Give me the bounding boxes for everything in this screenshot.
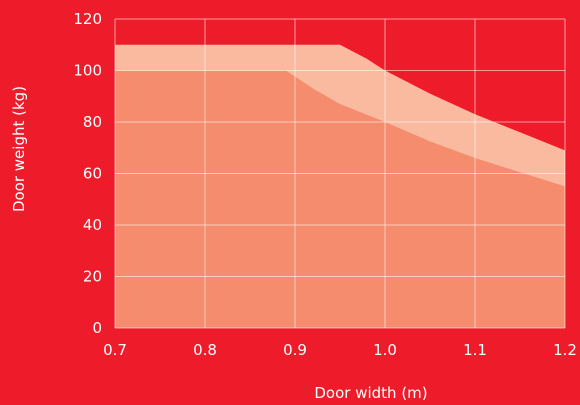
x-tick-label: 0.9: [283, 341, 307, 359]
x-axis-ticks: 0.7 0.8 0.9 1.0 1.1 1.2: [103, 341, 577, 359]
x-tick-label: 1.1: [463, 341, 487, 359]
y-axis-ticks: 0 20 40 60 80 100 120: [73, 10, 102, 337]
y-axis-title: Door weight (kg): [10, 86, 28, 212]
x-tick-label: 1.0: [373, 341, 397, 359]
y-tick-label: 100: [73, 62, 102, 80]
x-tick-label: 0.8: [193, 341, 217, 359]
y-tick-label: 120: [73, 10, 102, 28]
y-tick-label: 80: [83, 113, 102, 131]
x-axis-title: Door width (m): [314, 384, 427, 402]
x-tick-label: 0.7: [103, 341, 127, 359]
y-tick-label: 0: [92, 319, 102, 337]
y-tick-label: 20: [83, 268, 102, 286]
area-series-2: [115, 70, 565, 328]
y-tick-label: 60: [83, 165, 102, 183]
y-tick-label: 40: [83, 216, 102, 234]
grid-lines: [114, 18, 566, 329]
x-tick-label: 1.2: [553, 341, 577, 359]
area-series-group: [115, 44, 565, 328]
